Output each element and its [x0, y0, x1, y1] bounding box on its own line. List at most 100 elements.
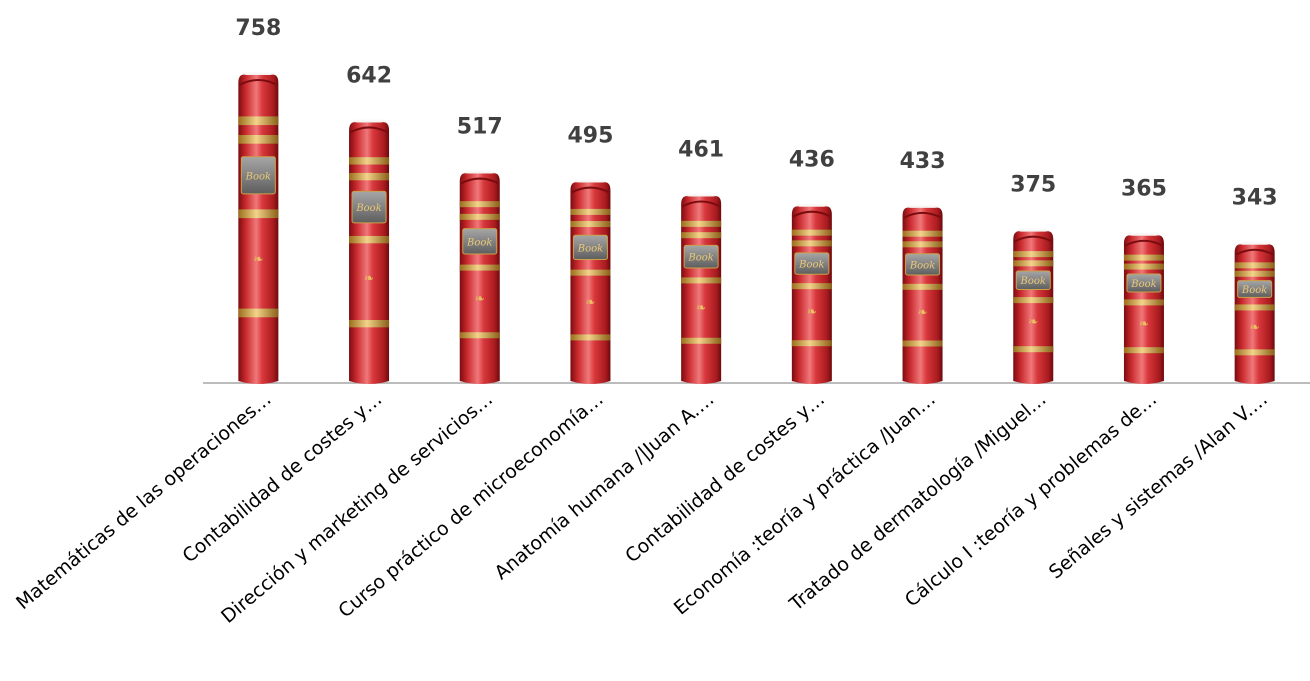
value-labels-group: 758 642 517 495 461 436 433 375 365 343	[235, 16, 1277, 211]
gold-band	[1013, 346, 1054, 353]
book-spine	[902, 207, 943, 384]
book-ornament-icon: ❧	[1028, 315, 1038, 329]
book-label-plate	[1015, 270, 1051, 290]
book-label-text: Book	[1020, 276, 1046, 287]
gold-band	[1234, 304, 1275, 311]
book-label-text: Book	[355, 203, 381, 214]
book-ornament-icon: ❧	[1250, 320, 1260, 334]
bar: Book ❧	[902, 203, 943, 384]
book-headcap	[903, 211, 943, 219]
gold-band	[570, 269, 611, 276]
book-ornament-icon: ❧	[1139, 316, 1149, 330]
book-spine	[238, 74, 279, 385]
book-label-text: Book	[798, 260, 824, 271]
gold-band	[349, 157, 390, 165]
gold-band	[681, 337, 722, 344]
gold-band	[1234, 270, 1275, 277]
x-tick-label: Cálculo I :teoría y problemas de…	[901, 388, 1161, 611]
bar: Book ❧	[349, 118, 390, 384]
book-label-plate	[572, 234, 608, 261]
book-label-text: Book	[466, 237, 492, 248]
gold-band	[681, 277, 722, 284]
gold-band	[349, 172, 390, 181]
book-headcap	[460, 177, 500, 185]
gold-band	[681, 220, 722, 227]
bar: Book ❧	[1234, 240, 1275, 384]
gold-band	[459, 332, 500, 339]
gold-band	[791, 229, 832, 236]
book-ornament-icon: ❧	[364, 271, 374, 285]
gold-band	[1013, 297, 1054, 304]
bar: Book ❧	[1013, 227, 1054, 384]
gold-band	[1123, 263, 1164, 270]
book-label-plate	[1237, 280, 1273, 298]
bar: Book ❧	[681, 192, 722, 384]
data-label: 495	[567, 124, 613, 149]
book-label-plate	[351, 190, 387, 224]
gold-band	[1013, 251, 1054, 258]
gold-band	[902, 230, 943, 237]
gold-band	[1234, 262, 1275, 269]
gold-band	[349, 319, 390, 328]
book-headcap	[1013, 235, 1053, 243]
book-label-text: Book	[909, 260, 935, 271]
book-headcap	[238, 79, 278, 86]
x-tick-label: Contabilidad de costes y…	[621, 388, 829, 567]
gold-band	[570, 221, 611, 228]
data-label: 758	[235, 16, 281, 41]
gold-band	[238, 209, 279, 219]
book-ornament-icon: ❧	[475, 291, 485, 305]
book-spine	[349, 122, 390, 384]
book-ornament-icon: ❧	[807, 305, 817, 319]
book-spine	[459, 173, 500, 384]
gold-band	[681, 232, 722, 239]
gold-band	[902, 283, 943, 290]
book-spine	[1013, 231, 1054, 384]
gold-band	[570, 208, 611, 215]
book-headcap	[681, 200, 721, 208]
book-label-text: Book	[1130, 279, 1156, 290]
gold-band	[791, 283, 832, 290]
x-tick-label: Señales y sistemas /Alan V.…	[1045, 388, 1272, 583]
data-label: 365	[1121, 177, 1167, 202]
bar: Book ❧	[238, 71, 279, 385]
book-label-text: Book	[577, 243, 603, 254]
data-label: 433	[900, 149, 946, 174]
gold-band	[238, 135, 279, 144]
gold-band	[1123, 254, 1164, 261]
book-label-text: Book	[1241, 285, 1267, 296]
book-headcap	[792, 210, 832, 218]
book-ornament-icon: ❧	[918, 305, 928, 319]
book-headcap	[1235, 248, 1275, 256]
data-label: 343	[1232, 186, 1278, 211]
book-label-plate	[905, 253, 941, 276]
book-headcap	[1124, 239, 1164, 247]
book-label-plate	[1126, 273, 1162, 293]
data-label: 436	[789, 148, 835, 173]
gold-band	[1123, 347, 1164, 354]
book-label-plate	[240, 156, 276, 195]
book-label-text: Book	[245, 171, 271, 182]
gold-band	[1013, 260, 1054, 267]
gold-band	[791, 240, 832, 247]
gold-band	[1123, 299, 1164, 306]
data-label: 642	[346, 63, 392, 88]
bar: Book ❧	[570, 178, 611, 384]
gold-band	[791, 340, 832, 347]
bars-group: Book ❧ Book ❧ Book ❧ Book ❧ Book ❧ Book ❧ Book ❧ Book ❧…	[238, 71, 1275, 385]
book-spine	[681, 196, 722, 384]
gold-band	[238, 308, 279, 318]
book-ornament-icon: ❧	[696, 301, 706, 315]
gold-band	[459, 264, 500, 271]
gold-band	[238, 116, 279, 126]
gold-band	[570, 334, 611, 341]
book-headcap	[570, 186, 610, 194]
x-tick-label: Contabilidad de costes y…	[178, 388, 386, 567]
book-label-text: Book	[687, 253, 713, 264]
book-label-plate	[462, 228, 498, 255]
book-spine	[791, 206, 832, 384]
book-label-plate	[794, 252, 830, 275]
book-label-plate	[683, 244, 719, 269]
bar: Book ❧	[459, 169, 500, 384]
